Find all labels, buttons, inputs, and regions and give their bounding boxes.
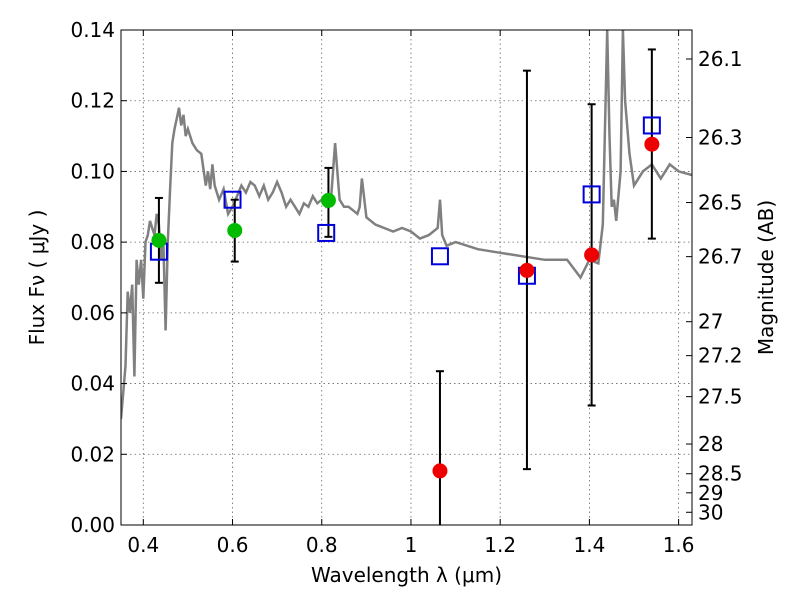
mag-tick-label: 26.5 — [698, 191, 743, 215]
observed-point — [227, 222, 243, 238]
y2-axis-label: Magnitude (AB) — [754, 200, 778, 355]
y-tick-label: 0.00 — [70, 513, 115, 537]
observed-point — [519, 262, 535, 278]
observed-point — [320, 192, 336, 208]
model-photometry-square — [582, 185, 601, 204]
error-bars — [154, 48, 656, 525]
x-tick-label: 1.6 — [663, 533, 695, 557]
y-tick-label: 0.04 — [70, 372, 115, 396]
model-photometry-square — [642, 116, 661, 135]
mag-tick-label: 28.5 — [698, 462, 743, 486]
y-axis-label: Flux Fν ( μJy ) — [25, 210, 49, 346]
model-photometry-square — [223, 190, 242, 209]
observed-point — [584, 247, 600, 263]
model-photometry-square — [430, 247, 449, 266]
x-tick-label: 0.8 — [306, 533, 338, 557]
mag-tick-label: 29 — [698, 481, 723, 505]
observed-point — [644, 136, 660, 152]
x-tick-label: 1.2 — [484, 533, 516, 557]
mag-tick-label: 26.7 — [698, 245, 743, 269]
observed-point — [151, 232, 167, 248]
x-tick-label: 0.4 — [127, 533, 159, 557]
y-tick-label: 0.06 — [70, 301, 115, 325]
data-markers — [149, 116, 661, 479]
x-tick-label: 0.6 — [217, 533, 249, 557]
observed-point — [432, 463, 448, 479]
sed-model-line — [121, 30, 692, 420]
plot-frame — [120, 29, 693, 526]
mag-tick-label: 28 — [698, 432, 723, 456]
y-tick-label: 0.12 — [70, 89, 115, 113]
y-tick-label: 0.08 — [70, 230, 115, 254]
mag-tick-label: 26.3 — [698, 125, 743, 149]
y-tick-label: 0.02 — [70, 442, 115, 466]
mag-tick-label: 27 — [698, 310, 723, 334]
y-tick-label: 0.10 — [70, 159, 115, 183]
axis-ticks: 0.4 0.6 0.8 1 1.2 1.4 1.6 0.00 0.02 0.04 0.06 0.08 0… — [70, 18, 742, 557]
mag-tick-label: 27.5 — [698, 385, 743, 409]
x-axis-label: Wavelength λ (μm) — [311, 563, 502, 587]
model-photometry-square — [317, 223, 336, 242]
x-tick-label: 1.4 — [573, 533, 605, 557]
mag-tick-label: 26.1 — [698, 47, 743, 71]
grid-lines — [121, 29, 692, 526]
mag-tick-label: 27.2 — [698, 344, 743, 368]
y-tick-label: 0.14 — [70, 18, 115, 42]
mag-tick-label: 30 — [698, 500, 723, 524]
x-tick-label: 1 — [405, 533, 418, 557]
